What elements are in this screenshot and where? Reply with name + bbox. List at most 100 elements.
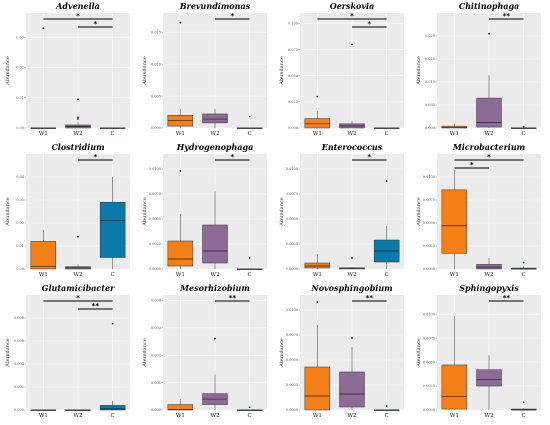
x-tick-label-w1: W1	[313, 131, 322, 137]
y-tick-label: 0.0075	[149, 192, 161, 196]
outlier-point	[77, 116, 79, 119]
outlier-point	[351, 43, 353, 46]
panel-svg: Mesorhizobium Abundance 0.000 0.001 0.002 0.0…	[142, 283, 267, 419]
box-body	[476, 369, 502, 387]
x-tick-label-w1: W1	[313, 272, 322, 278]
box-w2	[202, 337, 228, 410]
panel-title: Enterococcus	[321, 142, 383, 152]
outlier-point	[385, 405, 388, 407]
x-tick-label-w2: W2	[73, 413, 82, 419]
y-tick-label: 0.008	[14, 316, 24, 320]
x-tick-label-c: C	[248, 272, 252, 278]
y-tick-label: 0.050	[288, 74, 298, 78]
significance-label: *	[487, 153, 491, 161]
x-tick-label-w1: W1	[313, 413, 322, 419]
panel-enterococcus: Enterococcus Abundance 0.0000 0.0025 0.0050 0…	[277, 142, 408, 281]
x-tick-label-w1: W1	[176, 131, 185, 137]
x-tick-label-w1: W1	[176, 413, 185, 419]
y-tick-label: 0.03	[16, 35, 24, 39]
box-w2	[339, 43, 365, 129]
x-tick-label-w1: W1	[39, 131, 48, 137]
x-tick-label-w2: W2	[210, 131, 219, 137]
box-c	[510, 261, 537, 270]
panel-mesorhizobium: Mesorhizobium Abundance 0.000 0.001 0.002 0.0…	[140, 283, 271, 422]
y-tick-label: 0.0025	[286, 383, 298, 387]
outlier-point	[522, 401, 525, 404]
box-body	[441, 364, 468, 410]
y-tick-label: 0.0050	[423, 221, 435, 225]
y-tick-label: 0.00	[16, 267, 24, 271]
outlier-point	[385, 180, 388, 182]
y-axis-label: Abundance	[416, 338, 422, 367]
y-tick-label: 0.0000	[423, 267, 435, 271]
box-w2	[339, 257, 365, 270]
y-tick-label: 0.005	[151, 94, 161, 98]
y-tick-label: 0.0100	[423, 312, 435, 316]
y-tick-label: 0.0025	[423, 244, 435, 248]
box-w2	[65, 98, 91, 129]
y-tick-label: 0.0025	[286, 242, 298, 246]
x-tick-label-w2: W2	[347, 272, 356, 278]
box-body	[99, 405, 126, 411]
panel-title: Advenella	[55, 1, 100, 11]
y-tick-label: 0.001	[151, 381, 161, 385]
box-w1	[30, 229, 57, 270]
significance-label: **	[503, 294, 511, 302]
box-body	[30, 241, 57, 270]
x-tick-label-c: C	[385, 272, 389, 278]
y-tick-label: 0.000	[288, 126, 298, 130]
y-axis-label: Abundance	[142, 338, 148, 367]
panel-title: Sphingopyxis	[459, 283, 519, 293]
box-body	[304, 118, 331, 129]
outlier-point	[214, 337, 216, 340]
box-c	[373, 405, 400, 411]
panel-title: Oerskovia	[330, 1, 375, 11]
y-tick-label: 0.0000	[286, 408, 298, 412]
y-tick-label: 0.0100	[423, 175, 435, 179]
panel-brevundimonas: Brevundimonas Abundance 0.000 0.005 0.010 0.0…	[140, 1, 271, 140]
x-tick-label-c: C	[248, 131, 252, 137]
box-w2	[339, 337, 365, 410]
x-tick-label-w1: W1	[39, 272, 48, 278]
box-c	[236, 115, 263, 129]
box-c	[236, 257, 263, 270]
outlier-point	[179, 21, 182, 24]
y-tick-label: 0.0075	[286, 333, 298, 337]
y-tick-label: 0.02	[16, 66, 24, 70]
box-c	[99, 127, 126, 129]
outlier-point	[42, 27, 45, 30]
x-tick-label-w2: W2	[484, 413, 493, 419]
y-tick-label: 0.0050	[423, 360, 435, 364]
y-tick-label: 0.0050	[149, 217, 161, 221]
x-tick-label-w1: W1	[450, 131, 459, 137]
y-tick-label: 0.000	[14, 408, 24, 412]
box-w1	[441, 123, 468, 129]
panel-advenella: Advenella Abundance 0.00 0.01 0.02 0.03 W1 W2 C *…	[3, 1, 134, 140]
y-tick-label: 0.0050	[286, 358, 298, 362]
panel-svg: Chitinophaga Abundance 0.000 0.005 0.010 0.01…	[416, 1, 541, 137]
y-tick-label: 0.000	[151, 408, 161, 412]
panel-oerskovia: Oerskovia Abundance 0.000 0.025 0.050 0.075 0.…	[277, 1, 408, 140]
box-w1	[304, 95, 331, 129]
y-tick-label: 0.0025	[149, 242, 161, 246]
x-tick-label-w1: W1	[450, 413, 459, 419]
x-tick-label-w2: W2	[347, 413, 356, 419]
box-c	[373, 127, 400, 129]
y-tick-label: 0.020	[425, 34, 435, 38]
y-tick-label: 0.002	[14, 385, 24, 389]
significance-label: *	[76, 12, 80, 20]
x-tick-label-c: C	[111, 272, 115, 278]
y-axis-label: Abundance	[279, 197, 285, 226]
panel-sphingopyxis: Sphingopyxis Abundance 0.0000 0.0025 0.0050 0…	[414, 283, 545, 422]
significance-label: *	[76, 294, 80, 302]
y-axis-label: Abundance	[142, 197, 148, 226]
box-c	[373, 180, 400, 269]
box-w1	[30, 409, 57, 411]
panel-title: Clostridium	[51, 142, 104, 152]
y-tick-label: 0.0025	[423, 384, 435, 388]
y-tick-label: 0.015	[425, 57, 435, 61]
y-tick-label: 0.0075	[423, 336, 435, 340]
box-body	[304, 262, 331, 269]
panel-svg: Advenella Abundance 0.00 0.01 0.02 0.03 W1 W2 C *…	[5, 1, 130, 137]
